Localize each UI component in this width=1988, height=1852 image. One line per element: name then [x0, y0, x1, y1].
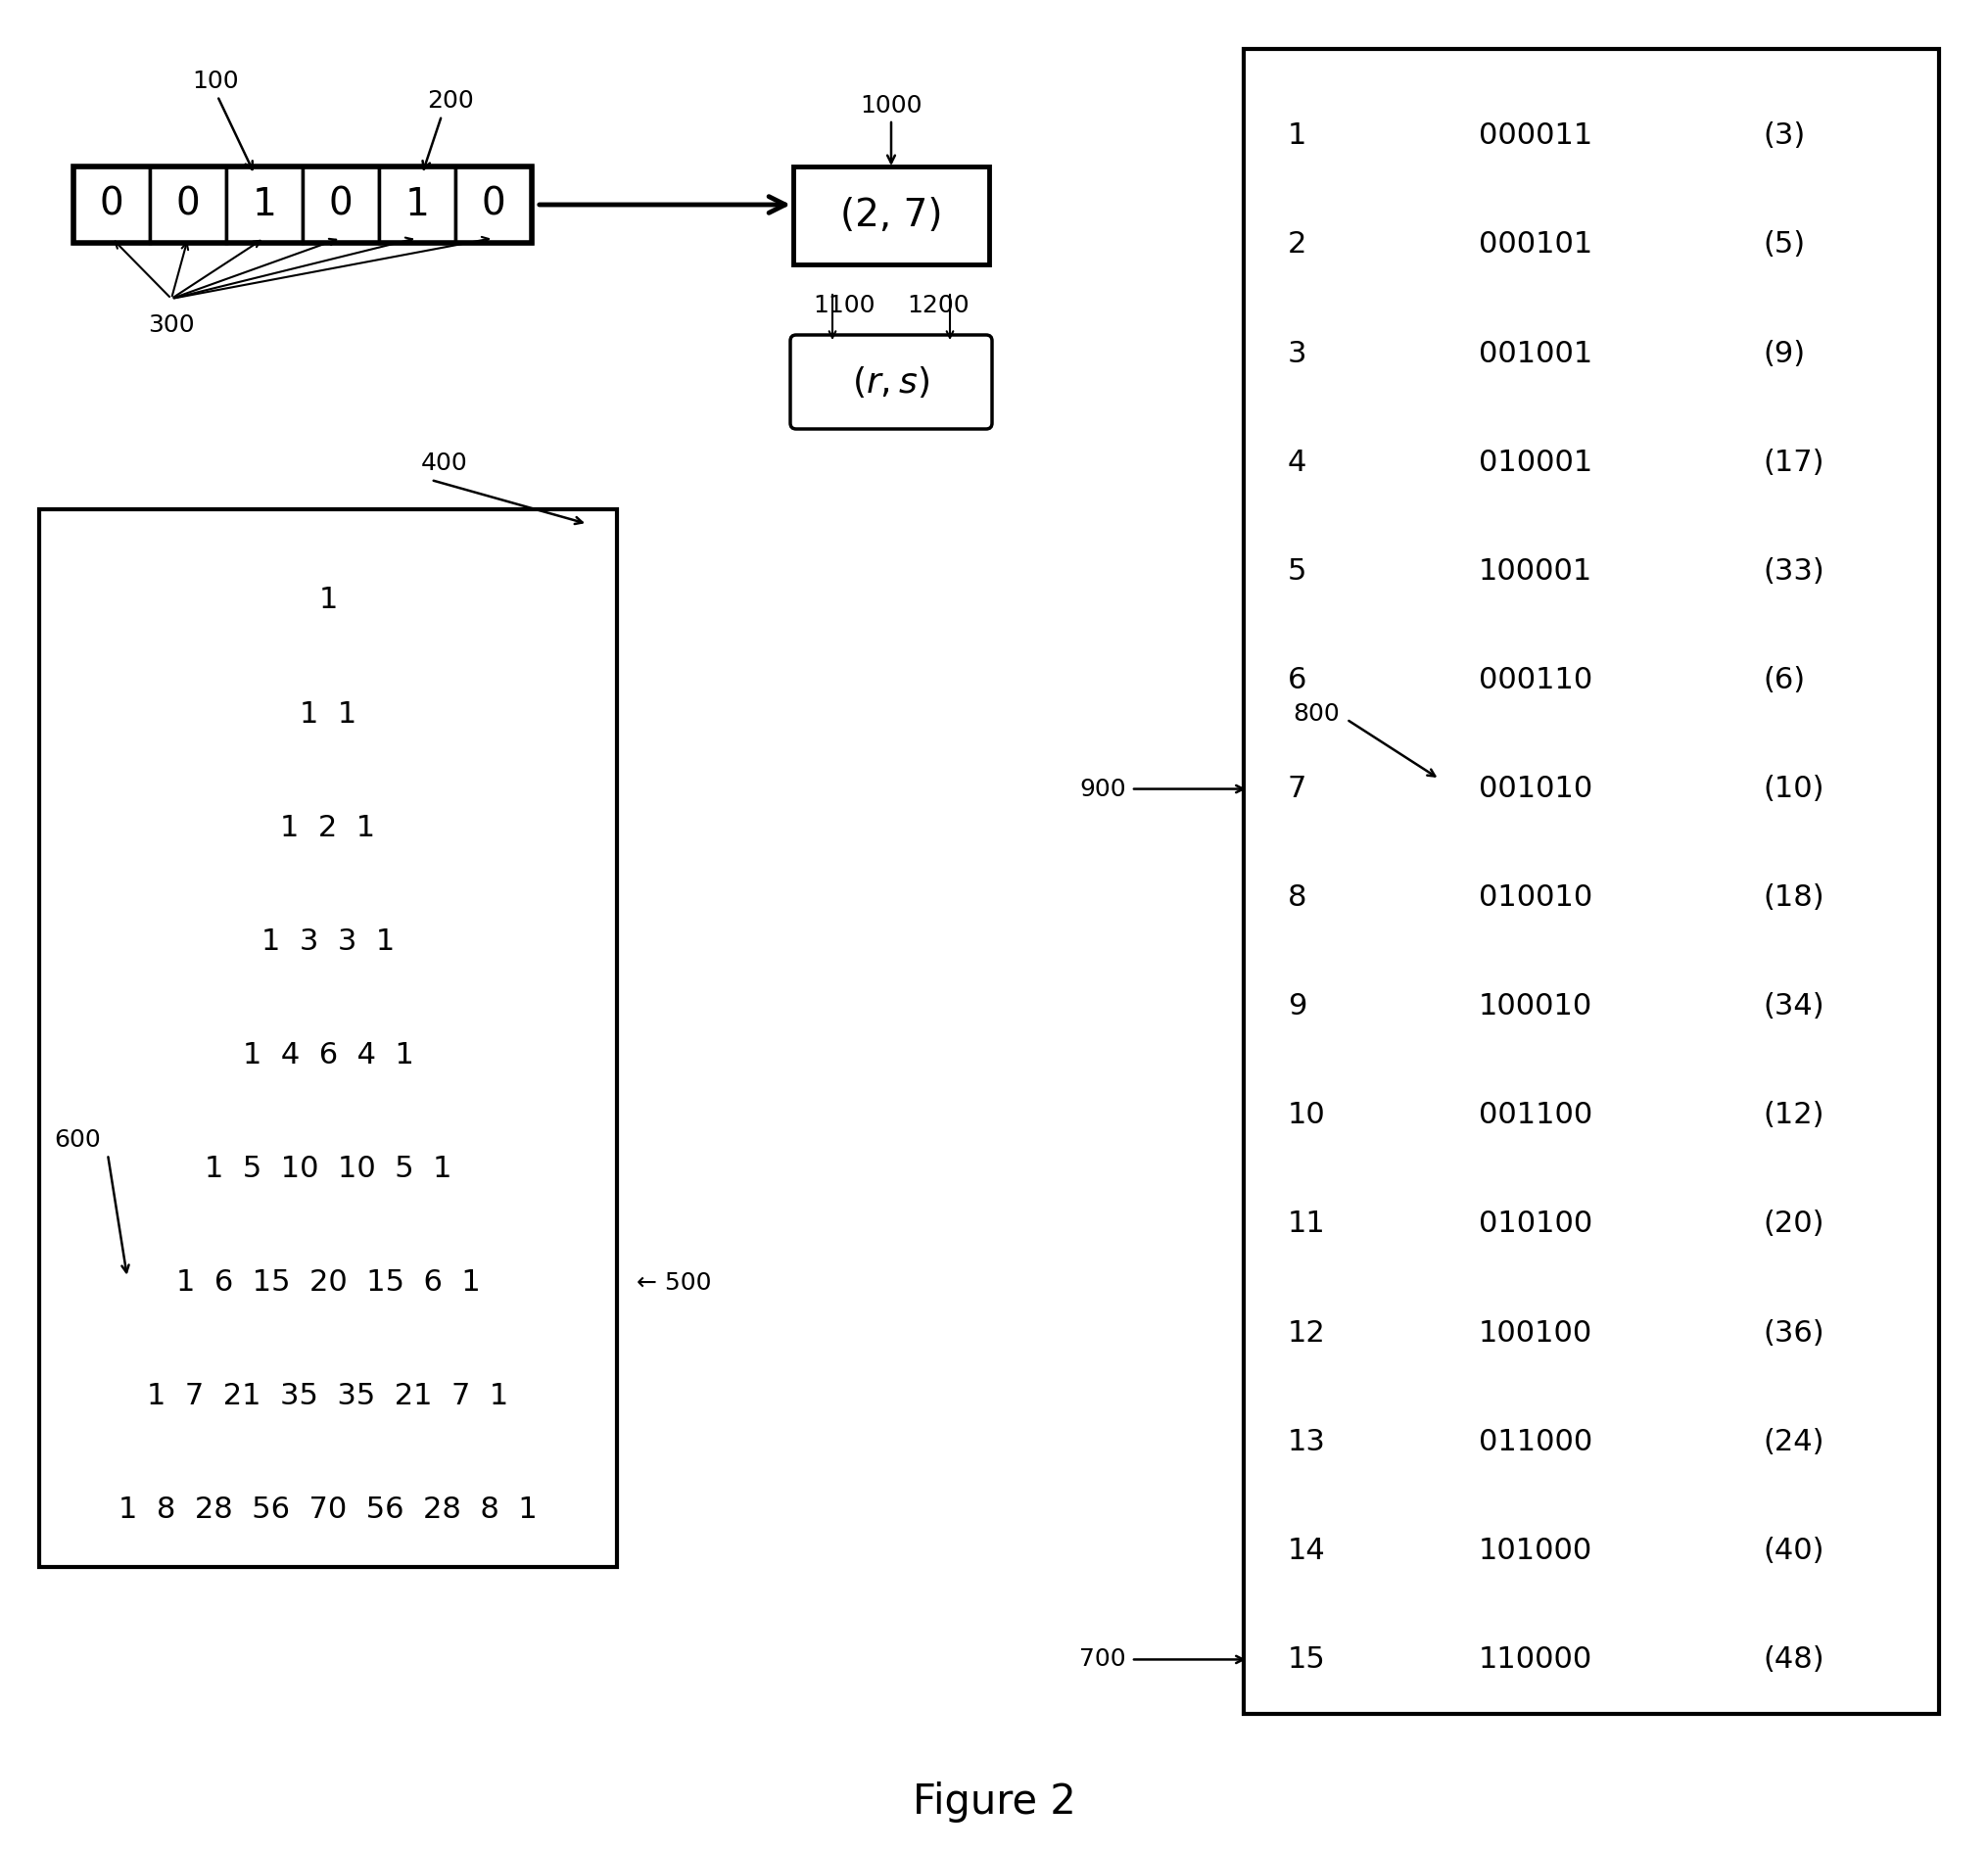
Text: 8: 8 — [1288, 883, 1306, 911]
Text: 000110: 000110 — [1479, 667, 1592, 694]
Text: (2, 7): (2, 7) — [841, 196, 942, 233]
Text: 3: 3 — [1288, 339, 1306, 369]
Text: (17): (17) — [1763, 448, 1823, 476]
Text: (20): (20) — [1763, 1209, 1823, 1239]
Text: 100010: 100010 — [1479, 993, 1592, 1020]
Text: (12): (12) — [1763, 1102, 1823, 1130]
Text: 11: 11 — [1288, 1209, 1326, 1239]
Text: (40): (40) — [1763, 1537, 1823, 1565]
Text: 010001: 010001 — [1479, 448, 1592, 476]
Text: 001010: 001010 — [1479, 774, 1592, 804]
Text: 0: 0 — [481, 185, 505, 224]
Text: 101000: 101000 — [1479, 1537, 1592, 1565]
Text: 0: 0 — [175, 185, 201, 224]
Text: (10): (10) — [1763, 774, 1823, 804]
Bar — [74, 167, 149, 243]
Text: 200: 200 — [427, 89, 473, 113]
Text: (5): (5) — [1763, 232, 1805, 259]
Text: 1: 1 — [1288, 122, 1306, 150]
Text: 010100: 010100 — [1479, 1209, 1592, 1239]
Text: 1200: 1200 — [907, 294, 970, 317]
Text: 6: 6 — [1288, 667, 1306, 694]
Text: (3): (3) — [1763, 122, 1805, 150]
Text: 1  5  10  10  5  1: 1 5 10 10 5 1 — [205, 1156, 451, 1183]
Text: 300: 300 — [147, 313, 195, 337]
Bar — [793, 167, 990, 265]
Text: 000011: 000011 — [1479, 122, 1592, 150]
Bar — [455, 167, 531, 243]
Text: 000101: 000101 — [1479, 232, 1592, 259]
Text: 10: 10 — [1288, 1102, 1326, 1130]
Text: 1  3  3  1: 1 3 3 1 — [260, 928, 396, 956]
Bar — [40, 509, 616, 1567]
Bar — [1244, 48, 1938, 1713]
Text: 1: 1 — [318, 585, 338, 615]
Text: 1  2  1: 1 2 1 — [280, 813, 376, 843]
Text: 0: 0 — [99, 185, 123, 224]
Text: 1100: 1100 — [813, 294, 875, 317]
Text: 4: 4 — [1288, 448, 1306, 476]
Text: (9): (9) — [1763, 339, 1805, 369]
Text: 100: 100 — [193, 70, 239, 93]
Text: 12: 12 — [1288, 1319, 1326, 1346]
Text: (6): (6) — [1763, 667, 1805, 694]
Text: 7: 7 — [1288, 774, 1306, 804]
Text: Figure 2: Figure 2 — [912, 1782, 1076, 1822]
Text: 100100: 100100 — [1479, 1319, 1592, 1346]
Text: 011000: 011000 — [1479, 1428, 1592, 1456]
Text: 600: 600 — [54, 1128, 101, 1152]
Text: 1  6  15  20  15  6  1: 1 6 15 20 15 6 1 — [175, 1269, 481, 1296]
Text: (34): (34) — [1763, 993, 1825, 1020]
Text: 9: 9 — [1288, 993, 1306, 1020]
Bar — [149, 167, 227, 243]
Text: 001001: 001001 — [1479, 339, 1592, 369]
Text: 001100: 001100 — [1479, 1102, 1592, 1130]
Text: (33): (33) — [1763, 557, 1825, 585]
Text: 1  4  6  4  1: 1 4 6 4 1 — [243, 1041, 414, 1069]
Text: 1000: 1000 — [861, 94, 922, 117]
Bar — [74, 167, 531, 243]
Text: 400: 400 — [421, 452, 467, 474]
Text: 010010: 010010 — [1479, 883, 1592, 911]
Text: 2: 2 — [1288, 232, 1306, 259]
Text: 1  8  28  56  70  56  28  8  1: 1 8 28 56 70 56 28 8 1 — [119, 1496, 537, 1524]
Text: 1: 1 — [252, 185, 276, 224]
FancyBboxPatch shape — [791, 335, 992, 430]
Text: 13: 13 — [1288, 1428, 1326, 1456]
Text: $(r, s)$: $(r, s)$ — [853, 365, 930, 400]
Text: 100001: 100001 — [1479, 557, 1592, 585]
Text: (36): (36) — [1763, 1319, 1825, 1346]
Text: 1  7  21  35  35  21  7  1: 1 7 21 35 35 21 7 1 — [147, 1382, 509, 1411]
Bar — [380, 167, 455, 243]
Text: (18): (18) — [1763, 883, 1825, 911]
Text: ← 500: ← 500 — [636, 1270, 712, 1295]
Bar — [302, 167, 380, 243]
Text: 900: 900 — [1079, 778, 1127, 800]
Text: (24): (24) — [1763, 1428, 1823, 1456]
Text: 800: 800 — [1292, 702, 1340, 726]
Bar — [227, 167, 302, 243]
Text: (48): (48) — [1763, 1645, 1825, 1674]
Text: 700: 700 — [1079, 1648, 1127, 1671]
Text: 14: 14 — [1288, 1537, 1326, 1565]
Text: 5: 5 — [1288, 557, 1306, 585]
Text: 1  1: 1 1 — [300, 700, 356, 728]
Text: 15: 15 — [1288, 1645, 1326, 1674]
Text: 110000: 110000 — [1479, 1645, 1592, 1674]
Text: 0: 0 — [328, 185, 354, 224]
Text: 1: 1 — [406, 185, 429, 224]
